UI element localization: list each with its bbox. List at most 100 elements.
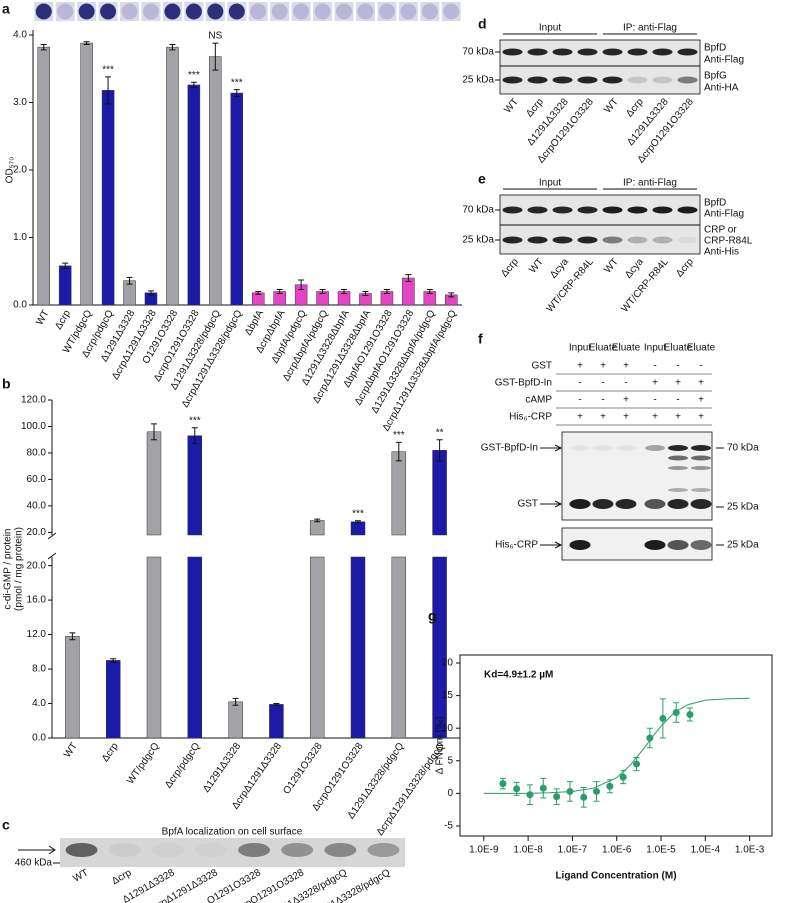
blot-band <box>691 466 711 470</box>
blot-band <box>569 499 591 509</box>
error-bar <box>276 288 283 295</box>
blot-band <box>668 466 688 470</box>
point <box>513 785 521 793</box>
significance: NS <box>208 31 222 42</box>
y-tick-label: 2.0 <box>13 165 27 176</box>
colony <box>78 3 95 20</box>
blot-band <box>502 48 523 56</box>
panel-label: a <box>2 1 10 17</box>
significance: *** <box>188 70 200 81</box>
blot-band <box>644 540 666 550</box>
blot-band <box>592 499 614 509</box>
bar <box>187 435 203 739</box>
colony <box>185 3 202 20</box>
band-label: BpfD <box>704 43 726 54</box>
lane-label: Δcya <box>548 256 571 280</box>
y-tick-label: 20.0 <box>27 560 47 571</box>
row-mark: + <box>600 412 606 423</box>
band-label: GST <box>517 499 538 510</box>
y-tick-label: -5 <box>444 821 453 832</box>
colony <box>250 3 267 20</box>
colony <box>207 3 224 20</box>
point <box>619 773 627 781</box>
y-tick-label: 0.0 <box>32 733 46 744</box>
band-label: BpfD <box>704 198 726 209</box>
point <box>526 791 534 799</box>
panel-label: f <box>478 331 483 347</box>
error-bar <box>362 291 369 297</box>
bar <box>230 92 244 306</box>
row-mark: + <box>623 412 629 423</box>
blot-band <box>569 540 591 550</box>
bar <box>65 636 80 739</box>
error-bar <box>436 439 443 462</box>
blot-band <box>677 206 698 214</box>
colony <box>443 3 460 20</box>
blot-band <box>690 499 712 509</box>
row-mark: + <box>577 412 583 423</box>
blot-band <box>552 76 573 84</box>
significance: *** <box>352 508 364 519</box>
lane-label: WT <box>502 97 520 116</box>
error-bar <box>232 697 239 706</box>
row-mark: + <box>600 361 606 372</box>
y-tick-label: 60.0 <box>27 474 47 485</box>
column-header: Eluate <box>664 343 693 354</box>
colony <box>271 3 288 20</box>
blot-band <box>602 76 623 84</box>
marker-label: 25 kDa <box>462 75 494 86</box>
y-tick-label: 5 <box>447 755 453 766</box>
error-bar <box>405 274 412 282</box>
bar <box>146 431 162 739</box>
y-tick-label: 20 <box>442 658 454 669</box>
bar <box>166 46 179 306</box>
error-bar <box>62 262 69 270</box>
row-mark: + <box>652 378 658 389</box>
blot-band <box>527 236 548 244</box>
error-bar <box>255 291 262 295</box>
band-label: GST-BpfD-In <box>481 443 538 454</box>
row-mark: - <box>676 395 679 406</box>
colony <box>378 3 395 20</box>
bar <box>228 701 243 739</box>
blot-band <box>645 445 665 451</box>
colony <box>121 3 138 20</box>
row-label: His₆-CRP <box>509 412 552 423</box>
blot-band <box>652 206 673 214</box>
colony <box>100 3 117 20</box>
point <box>499 780 507 788</box>
blot-band <box>652 76 673 84</box>
blot-band <box>65 843 98 857</box>
blot <box>60 838 405 867</box>
lane-label: Δcrp <box>624 96 646 119</box>
bar <box>80 42 93 306</box>
row-mark: - <box>653 395 656 406</box>
bar <box>58 265 72 306</box>
lane-label: Δcrp <box>499 256 521 279</box>
lane-label: Δcrp <box>674 256 696 279</box>
bar <box>402 277 415 306</box>
blot-band <box>238 843 271 857</box>
blot-band <box>602 236 623 244</box>
annotation: Kd=4.9±1.2 µM <box>484 670 553 681</box>
plot-frame <box>459 654 773 837</box>
point <box>566 787 574 795</box>
blot-band <box>627 48 648 56</box>
x-tick-label: 1.0E-5 <box>646 845 676 856</box>
row-mark: + <box>698 395 704 406</box>
bar <box>209 56 222 306</box>
band-label: CRP-R84L <box>704 236 753 247</box>
lane-label: Δcrp <box>110 867 134 887</box>
blot-title: BpfA localization on cell surface <box>162 827 303 838</box>
error-bar <box>212 42 219 71</box>
band-label: Anti-HA <box>704 83 739 94</box>
marker-label: 70 kDa <box>462 47 494 58</box>
arrow <box>540 444 563 452</box>
row-mark: + <box>698 378 704 389</box>
error-bar <box>40 43 47 51</box>
blot-band <box>502 76 523 84</box>
point <box>539 784 547 792</box>
blot-band <box>324 843 357 857</box>
error-bar <box>83 41 90 45</box>
